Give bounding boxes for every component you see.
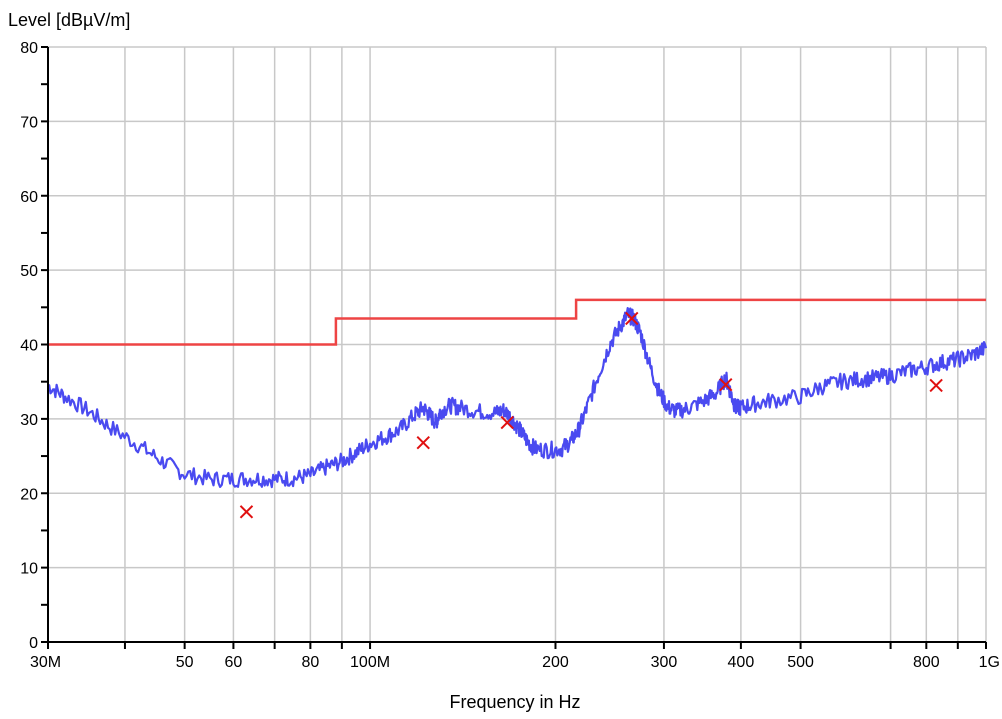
y-axis-title: Level [dBµV/m] [8, 10, 130, 30]
peak-marker [500, 415, 514, 430]
peak-marker [416, 435, 430, 450]
marker-layer [239, 311, 943, 519]
label-layer: 0 10 20 30 40 50 60 70 80 30M 50 60 80 100M 200 300 400 5… [20, 40, 1000, 671]
y-tick-label: 0 [29, 635, 38, 652]
x-tick-label: 100M [350, 654, 390, 671]
peak-marker [239, 505, 254, 519]
x-tick-label: 80 [301, 654, 319, 671]
y-tick-label: 20 [20, 486, 38, 503]
x-tick-label: 800 [913, 654, 940, 671]
x-axis-title: Frequency in Hz [449, 692, 580, 712]
y-tick-label: 10 [20, 561, 38, 578]
measurement-trace [47, 307, 988, 489]
peak-marker [625, 311, 639, 326]
peak-marker [719, 377, 733, 392]
x-tick-label: 200 [542, 654, 569, 671]
x-tick-label: 300 [651, 654, 678, 671]
x-tick-label: 50 [176, 654, 194, 671]
x-tick-label: 500 [787, 654, 814, 671]
y-tick-label: 70 [20, 114, 38, 131]
x-tick-label: 400 [728, 654, 755, 671]
peak-marker [929, 378, 943, 393]
limit-layer [48, 298, 986, 346]
y-tick-label: 50 [20, 263, 38, 280]
x-tick-label: 60 [225, 654, 243, 671]
y-tick-label: 40 [20, 338, 38, 355]
y-tick-label: 60 [20, 189, 38, 206]
y-tick-label: 30 [20, 412, 38, 429]
series-layer [47, 307, 988, 489]
y-tick-label: 80 [20, 40, 38, 57]
limit-line [48, 298, 986, 346]
x-tick-label: 1G [979, 654, 1000, 671]
x-tick-label: 30M [30, 654, 61, 671]
axis-layer [41, 46, 987, 649]
